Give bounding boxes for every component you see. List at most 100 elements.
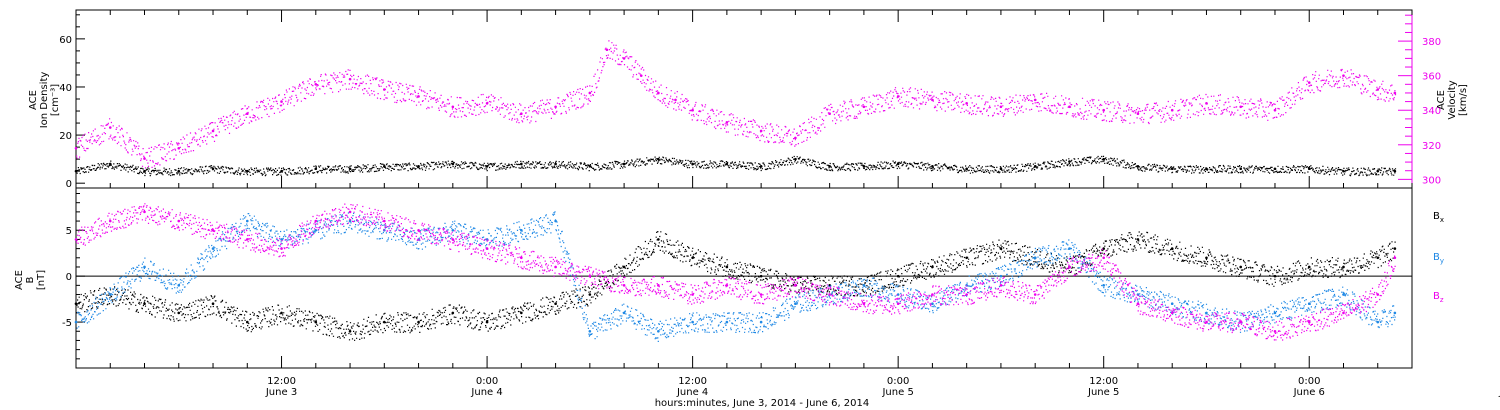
b-x-point <box>554 302 557 306</box>
b-y-point <box>794 302 797 306</box>
density-point <box>520 162 523 166</box>
b-z-point <box>1136 302 1140 306</box>
b-y-point <box>691 320 694 324</box>
velocity-point <box>605 48 609 52</box>
b-x-point <box>588 293 592 296</box>
b-z-point <box>725 284 729 287</box>
b-z-point <box>1170 311 1174 315</box>
b-z-point <box>177 219 181 223</box>
b-y-point <box>143 265 146 269</box>
density-axis-label-line: Ion Density <box>39 72 50 129</box>
date-tick-label: June 6 <box>1498 387 1500 398</box>
date-tick-label: June 4 <box>676 387 708 398</box>
density-axis-label-line: [cm⁻³] <box>50 84 61 116</box>
density-point <box>1102 157 1105 161</box>
b-tick-label: 5 <box>66 226 72 237</box>
density-point <box>554 162 557 166</box>
b-z-point <box>1393 256 1397 260</box>
velocity-point <box>622 57 626 60</box>
velocity-axis-label-line: Velocity <box>1447 80 1458 119</box>
b-x-point <box>691 256 694 260</box>
b-z-point <box>622 284 626 287</box>
time-tick-label: 0:00 <box>1298 376 1320 387</box>
b-z-point <box>1307 320 1311 324</box>
b-x-point <box>74 302 78 306</box>
b-x-point <box>1342 265 1345 269</box>
velocity-point <box>348 77 352 81</box>
legend-subscript: z <box>1440 296 1444 304</box>
density-tick-label: 20 <box>59 131 72 142</box>
velocity-point <box>999 105 1003 109</box>
velocity-tick-label: 380 <box>1422 37 1441 48</box>
velocity-point <box>674 98 677 102</box>
density-point <box>348 167 352 171</box>
velocity-axis-label-line: ACE <box>1436 90 1447 110</box>
velocity-point <box>639 74 643 77</box>
b-y-point <box>999 274 1003 278</box>
time-tick-label: 12:00 <box>1089 376 1118 387</box>
b-y-point <box>1170 302 1174 306</box>
density-point <box>657 157 660 161</box>
b-x-point <box>520 311 523 315</box>
b-y-point <box>1376 320 1380 324</box>
date-tick-label: June 3 <box>265 387 297 398</box>
b-x-point <box>759 274 763 278</box>
b-y-point <box>245 219 249 223</box>
b-z-point <box>1033 293 1037 296</box>
velocity-tick-label: 360 <box>1422 72 1441 83</box>
velocity-point <box>1273 108 1277 112</box>
b-x-point <box>211 302 215 306</box>
time-tick-label: 12:00 <box>678 376 707 387</box>
b-x-point <box>622 265 626 269</box>
velocity-point <box>965 102 968 105</box>
b-x-point <box>314 320 318 324</box>
legend-label-y: By <box>1433 252 1444 265</box>
b-x-point <box>348 329 352 333</box>
b-x-point <box>245 320 249 324</box>
date-tick-label: June 5 <box>1087 387 1119 398</box>
legend-label-z: Bz <box>1433 291 1444 304</box>
b-y-point <box>725 320 729 324</box>
b-y-point <box>314 228 318 232</box>
top-panel-frame <box>75 9 1413 189</box>
density-tick-label: 60 <box>59 35 72 46</box>
b-axis-label-line: B <box>25 276 36 283</box>
velocity-axis-label-line: [km/s] <box>1458 84 1469 116</box>
velocity-point <box>1136 112 1140 115</box>
time-tick-label: 12:00 <box>267 376 296 387</box>
bottom-panel-frame <box>75 187 1413 369</box>
density-point <box>1068 160 1071 163</box>
velocity-point <box>794 136 797 140</box>
velocity-point <box>211 129 215 133</box>
velocity-axis-label: ACEVelocity[km/s] <box>1436 80 1469 119</box>
velocity-point <box>280 100 283 103</box>
b-z-point <box>1239 320 1243 324</box>
date-tick-label: June 6 <box>1293 387 1325 398</box>
velocity-point <box>74 146 78 150</box>
b-z-point <box>759 293 763 296</box>
b-y-point <box>896 293 900 296</box>
density-axis-label: ACEIon Density[cm⁻³] <box>28 72 61 129</box>
b-x-point <box>143 302 146 306</box>
velocity-tick-label: 320 <box>1422 141 1441 152</box>
velocity-tick-label: 300 <box>1422 175 1441 186</box>
b-z-point <box>657 284 660 287</box>
b-x-point <box>1205 256 1208 260</box>
velocity-point <box>725 121 729 124</box>
velocity-point <box>691 108 694 112</box>
density-point <box>451 162 455 166</box>
velocity-point <box>1342 74 1345 77</box>
b-z-point <box>280 247 283 250</box>
b-y-point <box>931 302 934 306</box>
density-axis-label-line: ACE <box>28 90 39 110</box>
b-y-point <box>1393 311 1397 315</box>
velocity-point <box>1102 108 1105 112</box>
time-tick-label: 0:00 <box>887 376 909 387</box>
legend-label-x: Bx <box>1433 211 1444 224</box>
legend-subscript: x <box>1440 216 1444 224</box>
b-y-point <box>211 247 215 250</box>
b-z-point <box>828 293 831 296</box>
velocity-point <box>1376 88 1380 91</box>
b-y-point <box>759 320 763 324</box>
